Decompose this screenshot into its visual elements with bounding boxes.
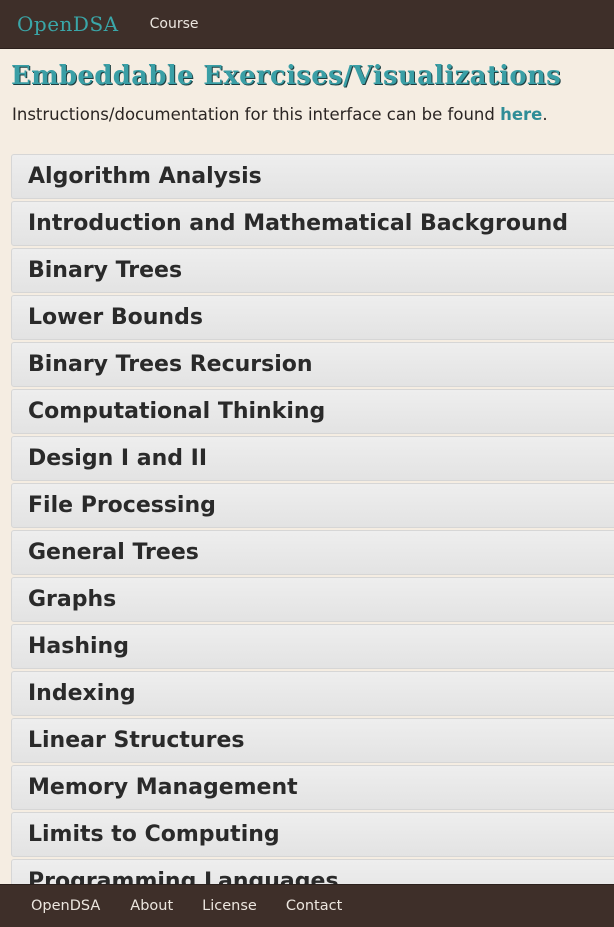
category-label: Binary Trees Recursion [28, 352, 313, 377]
instructions-suffix: . [542, 105, 548, 124]
nav-course-link[interactable]: Course [149, 16, 199, 32]
category-label: Binary Trees [28, 258, 183, 283]
category-label: Linear Structures [28, 728, 245, 753]
category-item-linear-structures[interactable]: Linear Structures [11, 718, 614, 763]
category-item-memory-management[interactable]: Memory Management [11, 765, 614, 810]
footer-link-license[interactable]: License [202, 898, 257, 914]
category-label: Memory Management [28, 775, 298, 800]
category-item-indexing[interactable]: Indexing [11, 671, 614, 716]
category-item-algorithm-analysis[interactable]: Algorithm Analysis [11, 154, 614, 199]
category-label: Programming Languages [28, 869, 339, 884]
category-label: Lower Bounds [28, 305, 203, 330]
category-item-binary-trees[interactable]: Binary Trees [11, 248, 614, 293]
category-item-intro-math-background[interactable]: Introduction and Mathematical Background [11, 201, 614, 246]
footer-link-about[interactable]: About [130, 898, 174, 914]
instructions-here-link[interactable]: here [500, 105, 543, 124]
footer-link-opendsa[interactable]: OpenDSA [31, 898, 101, 914]
category-label: General Trees [28, 540, 199, 565]
category-item-binary-trees-recursion[interactable]: Binary Trees Recursion [11, 342, 614, 387]
category-item-limits-to-computing[interactable]: Limits to Computing [11, 812, 614, 857]
instructions-prefix: Instructions/documentation for this inte… [12, 105, 501, 124]
category-item-design[interactable]: Design I and II [11, 436, 614, 481]
category-list: Algorithm Analysis Introduction and Math… [11, 154, 614, 884]
category-item-hashing[interactable]: Hashing [11, 624, 614, 669]
category-item-general-trees[interactable]: General Trees [11, 530, 614, 575]
category-label: Design I and II [28, 446, 208, 471]
category-label: Graphs [28, 587, 117, 612]
category-label: Introduction and Mathematical Background [28, 211, 569, 236]
footer-navbar: OpenDSA About License Contact [0, 884, 614, 927]
brand-logo-link[interactable]: OpenDSA [17, 12, 119, 36]
category-label: File Processing [28, 493, 216, 518]
instructions-text: Instructions/documentation for this inte… [12, 105, 614, 124]
category-label: Algorithm Analysis [28, 164, 262, 189]
category-label: Limits to Computing [28, 822, 280, 847]
category-item-graphs[interactable]: Graphs [11, 577, 614, 622]
category-item-computational-thinking[interactable]: Computational Thinking [11, 389, 614, 434]
category-item-lower-bounds[interactable]: Lower Bounds [11, 295, 614, 340]
category-label: Hashing [28, 634, 129, 659]
category-label: Indexing [28, 681, 136, 706]
category-label: Computational Thinking [28, 399, 326, 424]
category-item-file-processing[interactable]: File Processing [11, 483, 614, 528]
page-title: Embeddable Exercises/Visualizations [11, 61, 562, 91]
top-navbar: OpenDSA Course [0, 0, 614, 49]
category-item-programming-languages[interactable]: Programming Languages [11, 859, 614, 884]
main-content: Embeddable Exercises/Visualizations Inst… [0, 49, 614, 884]
footer-link-contact[interactable]: Contact [285, 898, 343, 914]
